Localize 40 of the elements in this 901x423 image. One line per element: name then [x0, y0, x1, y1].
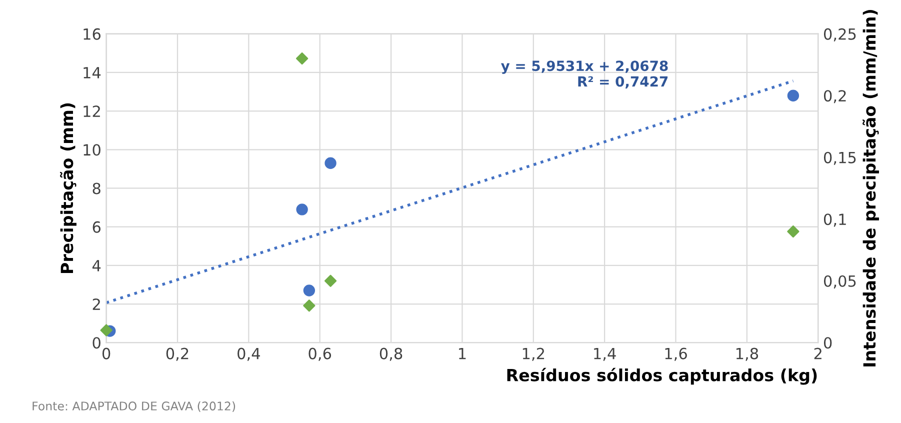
- y-tick-label: 8: [92, 182, 100, 194]
- x-tick-label: 0,4: [238, 348, 260, 361]
- x-tick-label: 2: [814, 348, 822, 360]
- y2-tick-label: 0: [824, 337, 832, 349]
- y2-tick-label: 0,25: [824, 28, 856, 42]
- point: [303, 284, 316, 296]
- point: [324, 157, 336, 169]
- point: [100, 324, 112, 336]
- x-axis-title: Resíduos sólidos capturados (kg): [507, 368, 817, 385]
- x-tick-label: 1: [459, 348, 466, 360]
- point: [787, 90, 800, 102]
- y2-tick-label: 0,15: [824, 152, 856, 165]
- x-tick-label: 0,2: [166, 348, 188, 361]
- y2-tick-label: 0,1: [824, 214, 846, 227]
- y-tick-label: 2: [92, 298, 100, 310]
- x-tick-label: 1,6: [665, 348, 687, 361]
- x-tick-label: 0,8: [380, 348, 402, 361]
- y-tick-label: 16: [84, 28, 100, 40]
- point: [296, 52, 308, 65]
- source-note: Fonte: ADAPTADO DE GAVA (2012): [32, 401, 236, 412]
- y-tick-label: 6: [92, 221, 100, 233]
- y-tick-label: 4: [92, 260, 101, 272]
- y-tick-label: 0: [92, 337, 100, 349]
- point: [303, 300, 316, 312]
- x-tick-label: 0: [102, 348, 110, 360]
- y2-tick-label: 0,05: [824, 275, 856, 288]
- x-tick-label: 0,6: [308, 348, 332, 361]
- point: [296, 204, 308, 216]
- y-tick-label: 14: [84, 67, 101, 78]
- y-tick-label: 10: [84, 144, 100, 156]
- y-axis-title: Precipitação (mm): [60, 103, 76, 273]
- x-tick-label: 1,2: [522, 348, 544, 361]
- point: [324, 274, 337, 287]
- y2-tick-label: 0,2: [824, 90, 846, 104]
- y-tick-label: 12: [84, 106, 100, 117]
- x-tick-label: 1,8: [736, 348, 758, 361]
- point: [787, 225, 800, 238]
- x-tick-label: 1,4: [594, 348, 616, 361]
- annotation: y = 5,9531x + 2,0678 R² = 0,7427: [500, 60, 668, 89]
- y2-axis-title: Intensidade de precipitação (mm/min): [862, 10, 879, 366]
